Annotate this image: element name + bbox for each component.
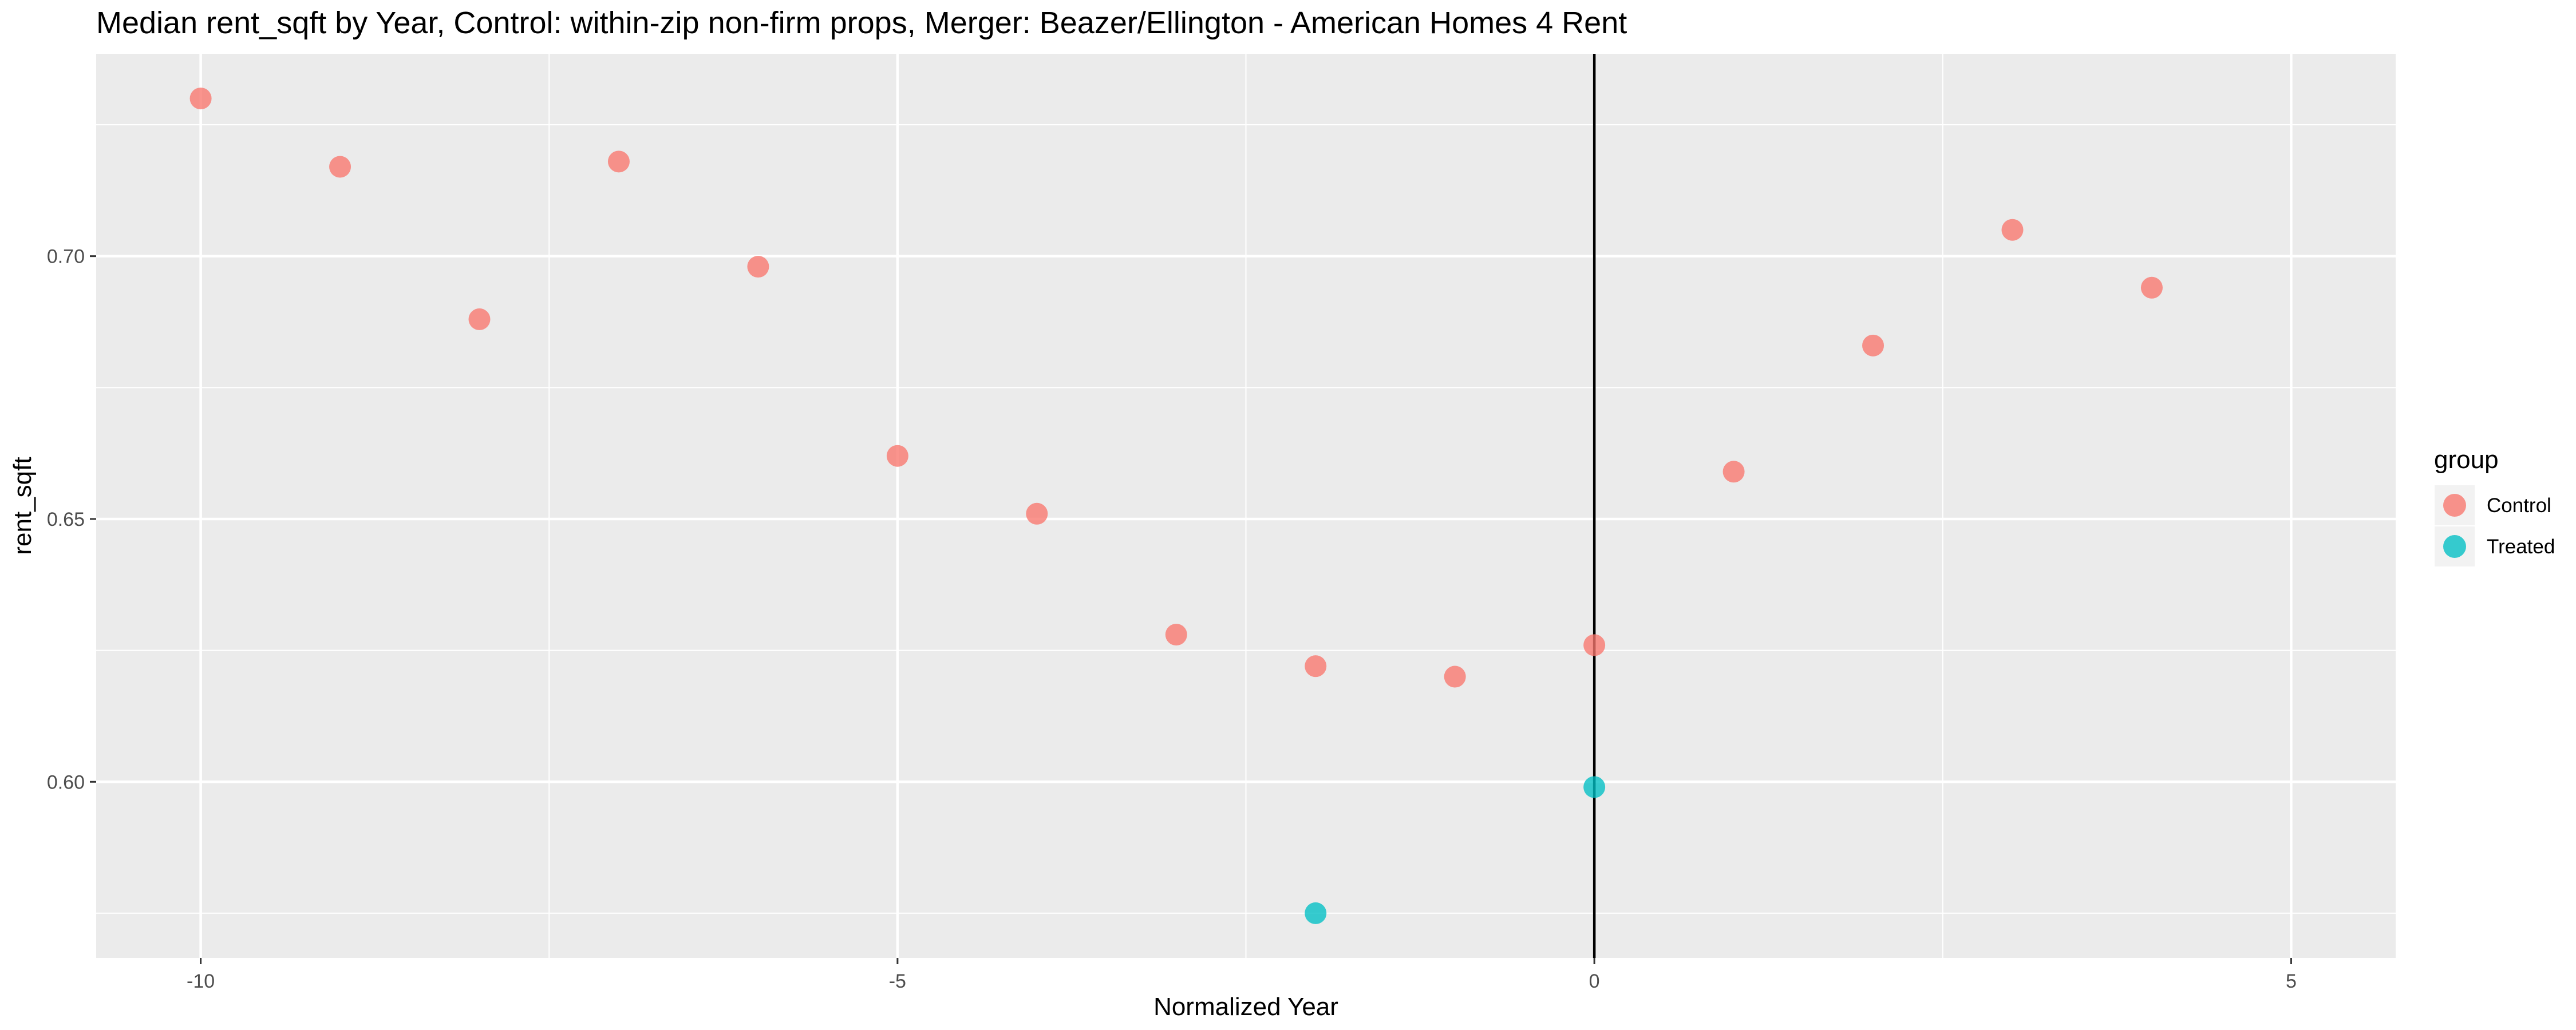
x-tick-label: 5 (2286, 970, 2297, 992)
x-tick-label: -5 (889, 970, 906, 992)
point-control (1862, 334, 1884, 356)
point-treated (1583, 776, 1606, 798)
legend-label-control: Control (2487, 494, 2551, 517)
point-control (1444, 665, 1466, 688)
chart-title: Median rent_sqft by Year, Control: withi… (96, 6, 1627, 40)
y-axis-title: rent_sqft (9, 457, 37, 554)
point-control (189, 88, 212, 110)
x-axis-title: Normalized Year (1153, 993, 1338, 1021)
point-control (2001, 219, 2024, 241)
point-control (1583, 634, 1606, 656)
x-tick-label: -10 (187, 970, 215, 992)
point-control (1165, 624, 1187, 646)
point-control (1305, 655, 1327, 678)
legend: group Control Treated (2434, 446, 2555, 566)
minor-gridlines (96, 54, 2396, 958)
legend-items: Control Treated (2435, 485, 2555, 566)
plot-area (96, 54, 2396, 958)
major-gridlines (96, 54, 2396, 958)
point-control (468, 308, 491, 330)
x-tick-label: 0 (1589, 970, 1600, 992)
point-control (1026, 502, 1048, 525)
point-treated (1305, 902, 1327, 924)
y-tick-label: 0.65 (47, 509, 85, 530)
legend-label-treated: Treated (2487, 536, 2555, 558)
point-control (1722, 461, 1745, 483)
legend-title: group (2434, 446, 2499, 474)
y-tick-label: 0.60 (47, 771, 85, 793)
legend-key-control (2443, 494, 2466, 517)
y-tick-label: 0.70 (47, 246, 85, 268)
x-axis-ticks: -10 -5 0 5 (187, 958, 2297, 992)
point-control (747, 256, 769, 278)
points-layer (189, 88, 2163, 924)
point-control (329, 156, 351, 178)
y-axis-ticks: 0.60 0.65 0.70 (47, 246, 96, 793)
point-control (607, 150, 630, 173)
point-control (2140, 276, 2163, 299)
point-control (886, 445, 908, 467)
legend-key-treated (2443, 535, 2466, 558)
